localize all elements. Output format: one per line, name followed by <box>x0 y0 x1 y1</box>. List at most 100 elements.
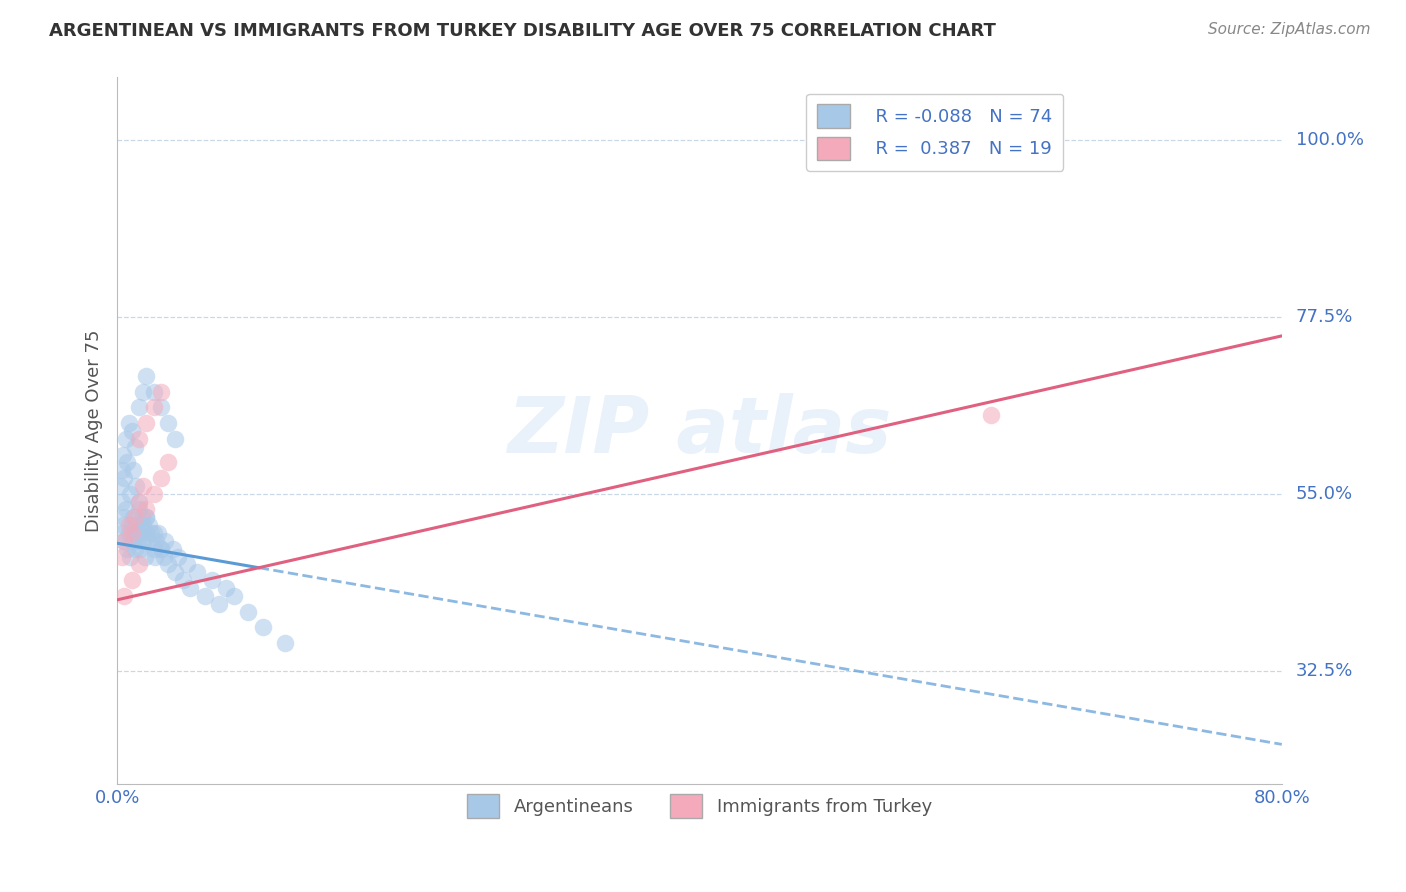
Point <box>125 518 148 533</box>
Point <box>111 518 134 533</box>
Point <box>124 541 146 556</box>
Point <box>252 620 274 634</box>
Point <box>115 432 138 446</box>
Point <box>120 549 142 564</box>
Point <box>149 541 172 556</box>
Point <box>110 526 132 541</box>
Point <box>157 558 180 572</box>
Point <box>114 533 136 548</box>
Point <box>121 424 143 438</box>
Point <box>179 581 201 595</box>
Point <box>128 494 150 508</box>
Point <box>135 368 157 383</box>
Point <box>193 589 215 603</box>
Point <box>208 597 231 611</box>
Point <box>127 533 149 548</box>
Point <box>155 533 177 548</box>
Text: Source: ZipAtlas.com: Source: ZipAtlas.com <box>1208 22 1371 37</box>
Point <box>135 526 157 541</box>
Point <box>165 566 187 580</box>
Point <box>222 589 245 603</box>
Point <box>134 549 156 564</box>
Point <box>980 408 1002 422</box>
Point <box>128 526 150 541</box>
Point <box>121 518 143 533</box>
Text: ARGENTINEAN VS IMMIGRANTS FROM TURKEY DISABILITY AGE OVER 75 CORRELATION CHART: ARGENTINEAN VS IMMIGRANTS FROM TURKEY DI… <box>49 22 995 40</box>
Point <box>142 487 165 501</box>
Point <box>121 573 143 587</box>
Point <box>238 605 260 619</box>
Point <box>128 558 150 572</box>
Point <box>114 533 136 548</box>
Point <box>142 526 165 541</box>
Point <box>121 526 143 541</box>
Point <box>143 549 166 564</box>
Point <box>162 541 184 556</box>
Point <box>215 581 238 595</box>
Point <box>117 541 139 556</box>
Point <box>131 510 153 524</box>
Point <box>152 549 174 564</box>
Point <box>138 518 160 533</box>
Point <box>110 494 132 508</box>
Point <box>132 479 155 493</box>
Point <box>121 533 143 548</box>
Point <box>128 401 150 415</box>
Text: 55.0%: 55.0% <box>1296 484 1353 503</box>
Point <box>114 510 136 524</box>
Y-axis label: Disability Age Over 75: Disability Age Over 75 <box>86 330 103 533</box>
Point <box>124 440 146 454</box>
Point <box>149 541 172 556</box>
Point <box>124 510 146 524</box>
Point <box>165 432 187 446</box>
Point <box>201 573 224 587</box>
Point <box>125 479 148 493</box>
Point <box>128 432 150 446</box>
Point <box>132 533 155 548</box>
Point <box>122 463 145 477</box>
Point <box>149 384 172 399</box>
Point <box>157 455 180 469</box>
Point <box>129 541 152 556</box>
Point <box>142 384 165 399</box>
Text: 77.5%: 77.5% <box>1296 308 1353 326</box>
Text: 100.0%: 100.0% <box>1296 131 1364 149</box>
Point <box>149 471 172 485</box>
Point <box>273 636 295 650</box>
Point <box>136 533 159 548</box>
Point <box>120 487 142 501</box>
Point <box>122 510 145 524</box>
Point <box>176 558 198 572</box>
Point <box>115 502 138 516</box>
Legend: Argentineans, Immigrants from Turkey: Argentineans, Immigrants from Turkey <box>460 788 939 825</box>
Point <box>135 502 157 516</box>
Text: 32.5%: 32.5% <box>1296 662 1353 680</box>
Point <box>114 471 136 485</box>
Point <box>135 510 157 524</box>
Point <box>110 549 132 564</box>
Point <box>135 510 157 524</box>
Point <box>172 573 194 587</box>
Point <box>118 518 141 533</box>
Point <box>114 589 136 603</box>
Point <box>118 526 141 541</box>
Point <box>149 401 172 415</box>
Point <box>145 533 167 548</box>
Point <box>157 416 180 430</box>
Point <box>146 526 169 541</box>
Point <box>118 416 141 430</box>
Point <box>186 566 208 580</box>
Point <box>124 526 146 541</box>
Point <box>117 455 139 469</box>
Point <box>128 502 150 516</box>
Point <box>132 384 155 399</box>
Point <box>128 494 150 508</box>
Text: ZIP atlas: ZIP atlas <box>508 393 891 469</box>
Point <box>135 416 157 430</box>
Point <box>139 526 162 541</box>
Point <box>142 541 165 556</box>
Point <box>167 549 190 564</box>
Point <box>142 401 165 415</box>
Point <box>108 479 131 493</box>
Point <box>132 518 155 533</box>
